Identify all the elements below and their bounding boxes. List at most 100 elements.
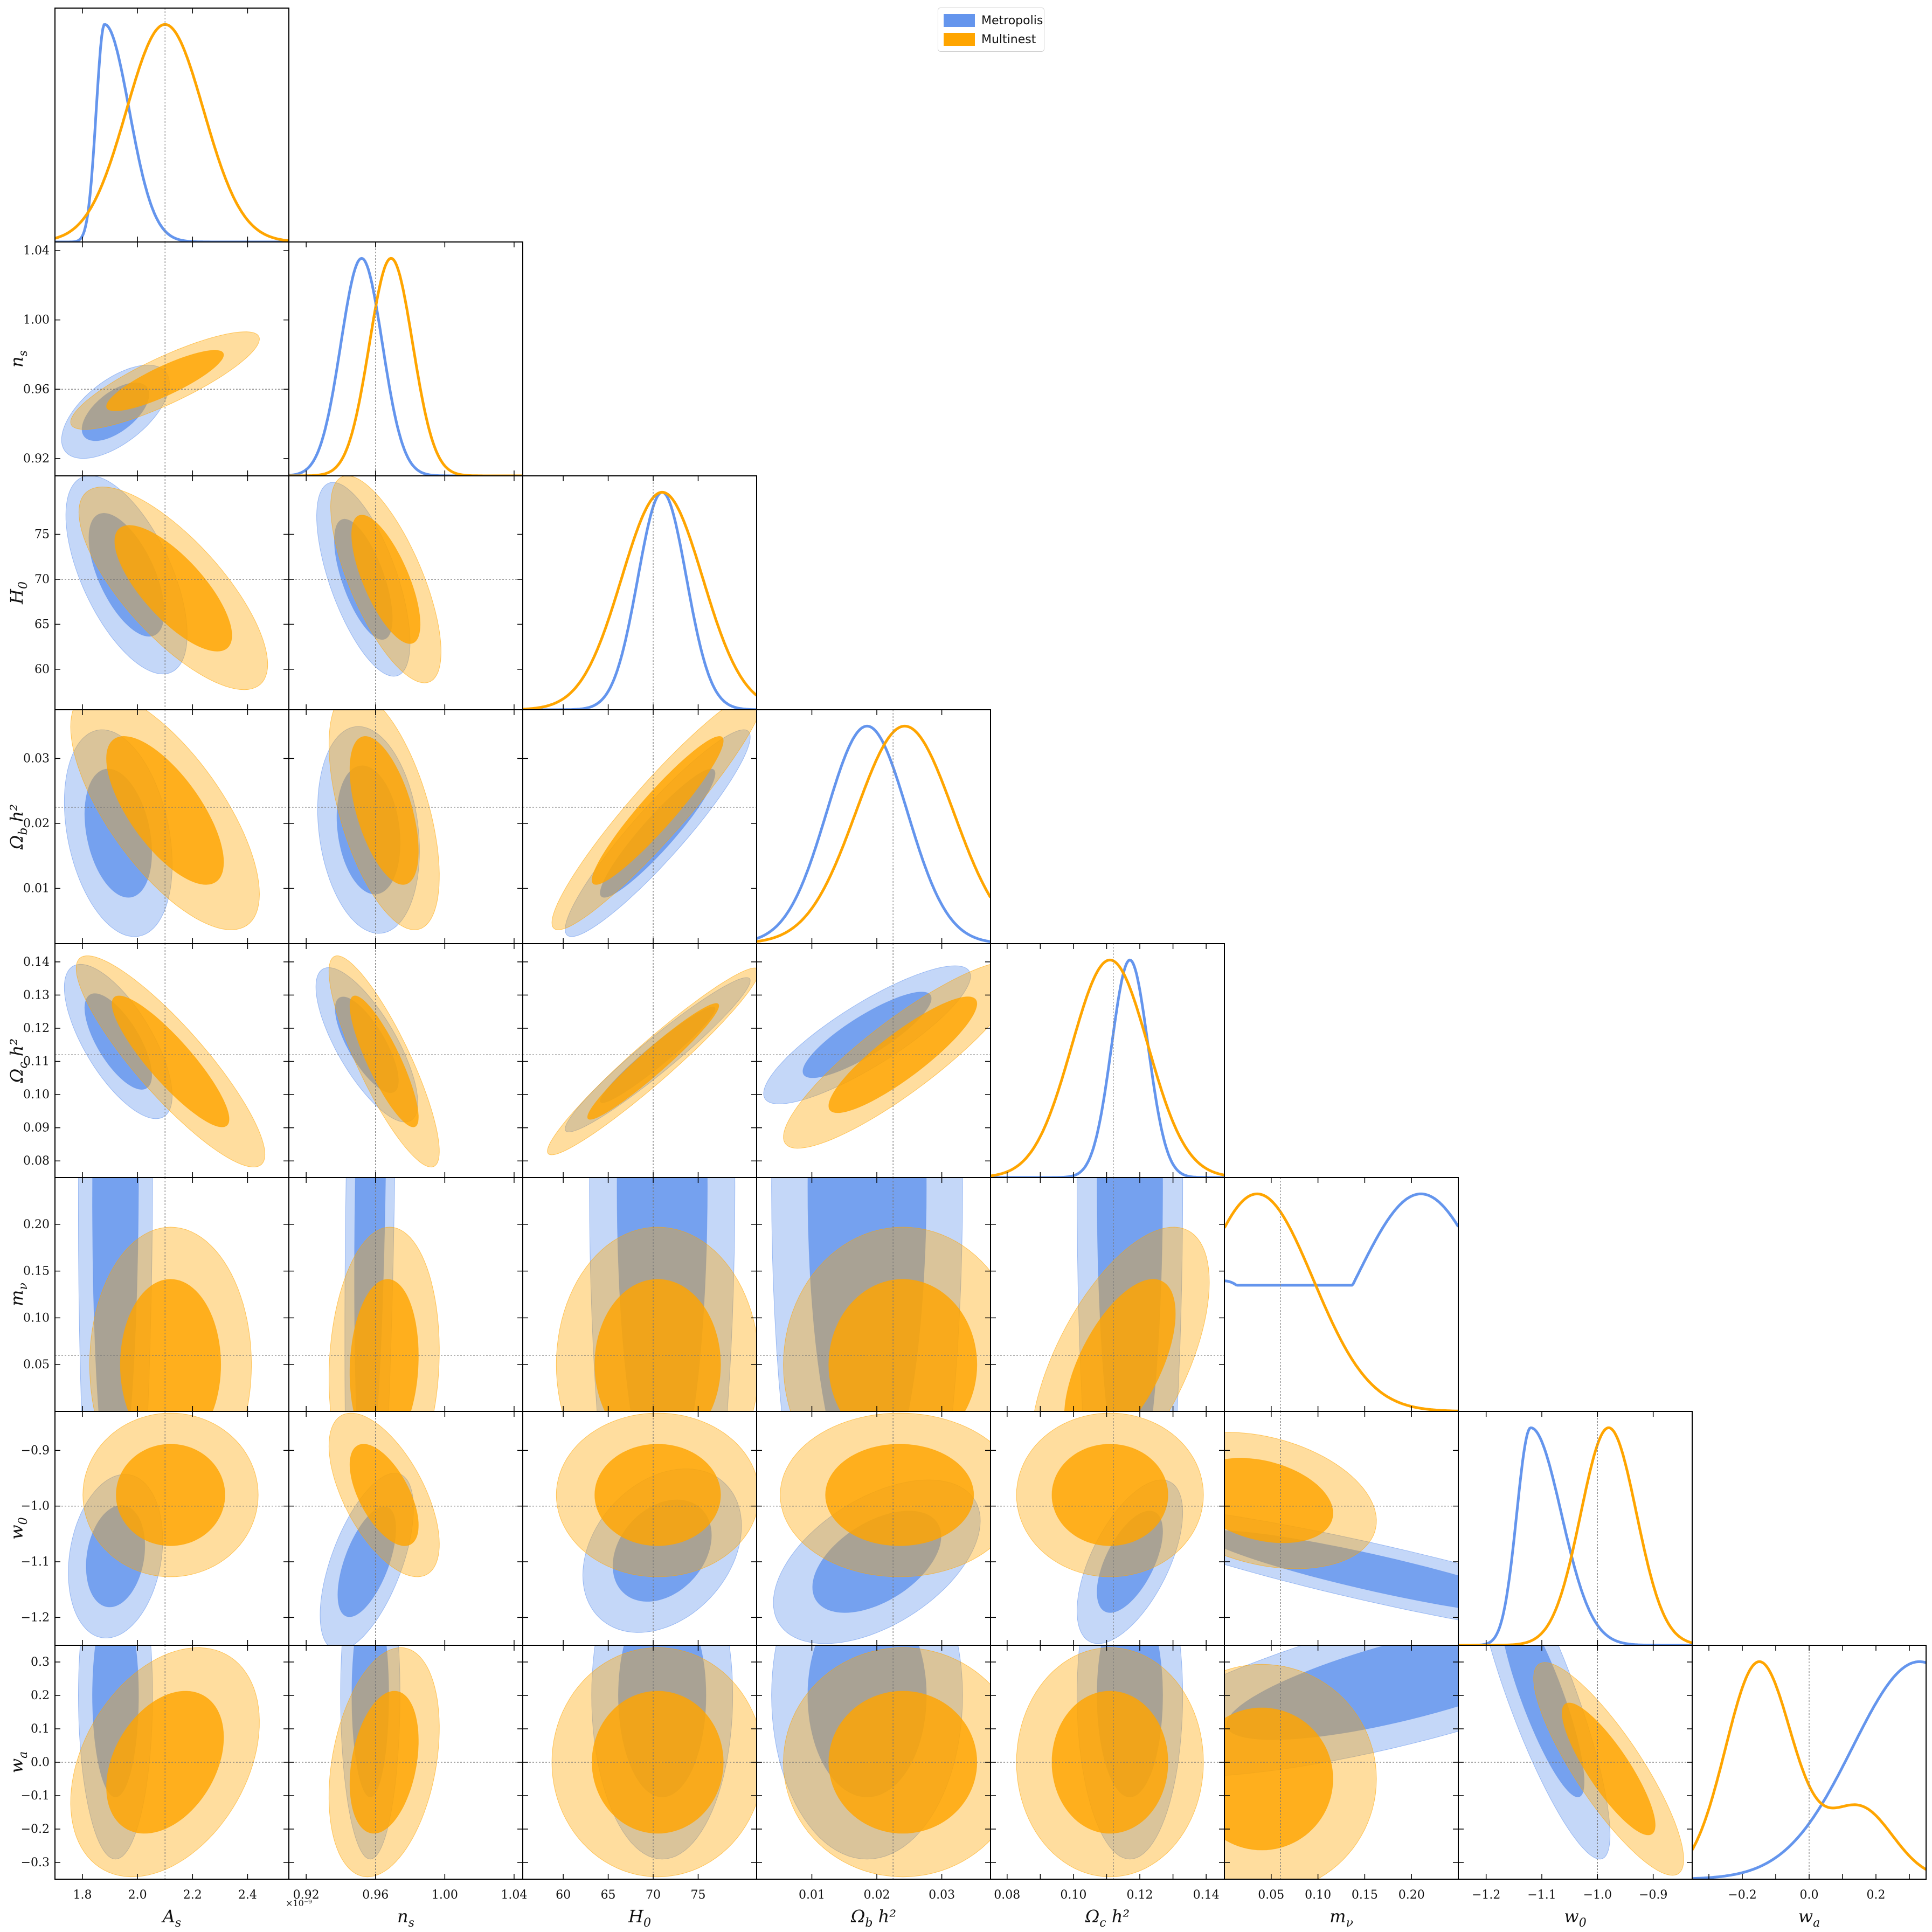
x-tick-label: 0.15	[1352, 1888, 1378, 1902]
sci-offset-label: ×10⁻⁹	[286, 1898, 312, 1908]
y-tick-label: 65	[34, 618, 50, 631]
x-tick-label: 2.0	[128, 1888, 147, 1902]
marginal-multinest-mnu	[1224, 1192, 1458, 1411]
contour-multinest-1sigma	[594, 1444, 721, 1546]
marginal-multinest-As	[55, 23, 289, 242]
panel-ombh2-omch2	[756, 943, 991, 1178]
x-axis-label-mnu: mν	[1329, 1906, 1353, 1930]
y-tick-label: 70	[34, 573, 50, 586]
legend-swatch-metropolis	[944, 14, 975, 27]
contour-multinest-1sigma	[1064, 1279, 1176, 1411]
legend-item-metropolis: Metropolis	[944, 12, 1043, 29]
panel-omch2-wa: 0.08 0.10 0.12 0.14	[990, 1645, 1225, 1902]
panel-background	[991, 944, 1224, 1178]
x-tick-label: 0.10	[1060, 1888, 1086, 1902]
panel-ombh2-wa: 0.01 0.02 0.03	[756, 1645, 991, 1902]
contour-multinest-1sigma	[349, 1444, 419, 1546]
contour-multinest-1sigma	[828, 1279, 978, 1411]
marginal-metropolis-As	[55, 23, 289, 242]
x-tick-label: 75	[691, 1888, 706, 1902]
x-axis-label-H0: H0	[628, 1906, 651, 1930]
panel-As-w0: −1.2 −1.1 −1.0 −0.9	[21, 1411, 289, 1646]
panel-wa-wa: −0.2 0.0 0.2	[1692, 1645, 1927, 1902]
y-axis-label-ombh2: Ωb h²	[6, 804, 30, 850]
panel-As-ombh2: 0.01 0.02 0.03	[23, 709, 289, 944]
y-tick-label: −1.0	[21, 1500, 50, 1513]
legend-label-metropolis: Metropolis	[981, 13, 1043, 27]
y-tick-label: 0.09	[23, 1121, 50, 1135]
contour-multinest-1sigma	[106, 350, 224, 411]
x-tick-label: 1.04	[501, 1888, 527, 1902]
panel-ombh2-mnu	[756, 1177, 991, 1412]
x-tick-label: 2.4	[238, 1888, 257, 1902]
legend: Metropolis Multinest	[938, 8, 1044, 52]
x-axis-label-wa: wa	[1798, 1906, 1820, 1930]
y-tick-label: 0.10	[23, 1311, 50, 1325]
x-tick-label: 0.10	[1305, 1888, 1331, 1902]
contour-multinest-1sigma	[592, 736, 724, 885]
contour-multinest-1sigma	[825, 1444, 974, 1546]
x-tick-label: −0.9	[1639, 1888, 1667, 1902]
y-tick-label: 0.01	[23, 882, 50, 896]
panel-background	[1458, 1411, 1692, 1645]
y-axis-label-omch2: Ωc h²	[6, 1038, 30, 1083]
panel-w0-w0	[1458, 1411, 1693, 1646]
x-tick-label: 0.2	[1867, 1888, 1886, 1902]
contour-multinest-1sigma	[116, 1444, 225, 1546]
panel-H0-wa: 60 65 70 75	[522, 1645, 757, 1902]
contour-multinest-1sigma	[1051, 1691, 1168, 1834]
y-tick-label: 1.04	[23, 244, 50, 258]
x-tick-label: 0.14	[1193, 1888, 1220, 1902]
y-tick-label: 0.11	[23, 1055, 50, 1069]
contour-multinest-1sigma	[1051, 1444, 1168, 1546]
contour-metropolis-1sigma	[1224, 1530, 1458, 1608]
x-tick-label: 65	[601, 1888, 616, 1902]
panel-background	[523, 476, 757, 710]
panel-background	[289, 944, 523, 1178]
panel-ombh2-ombh2	[756, 709, 991, 944]
contour-multinest-1sigma	[349, 995, 419, 1127]
panel-ns-omch2	[288, 943, 523, 1178]
y-tick-label: 1.00	[23, 314, 50, 327]
y-tick-label: 0.15	[23, 1265, 50, 1278]
y-tick-label: −0.2	[21, 1823, 50, 1836]
x-tick-label: 0.08	[994, 1888, 1020, 1902]
y-tick-label: 0.20	[23, 1218, 50, 1231]
y-tick-label: 0.2	[31, 1689, 50, 1702]
y-tick-label: 0.02	[23, 817, 50, 830]
legend-label-multinest: Multinest	[981, 32, 1036, 46]
x-tick-label: 0.12	[1127, 1888, 1153, 1902]
panel-ombh2-w0	[756, 1411, 991, 1646]
contour-multinest-1sigma	[592, 1691, 724, 1834]
panel-As-H0: 60 65 70 75	[34, 475, 289, 710]
x-axis-label-w0: w0	[1564, 1906, 1586, 1930]
x-tick-label: 0.92	[293, 1888, 320, 1902]
contour-multinest-1sigma	[114, 525, 232, 652]
panel-mnu-mnu	[1224, 1177, 1459, 1412]
contour-multinest-1sigma	[349, 736, 419, 885]
y-tick-label: −1.1	[21, 1555, 50, 1569]
panel-H0-ombh2	[522, 709, 757, 944]
x-tick-label: 2.2	[183, 1888, 202, 1902]
panel-H0-omch2	[522, 943, 757, 1178]
marginal-multinest-H0	[523, 490, 757, 710]
x-tick-label: 60	[556, 1888, 571, 1902]
y-tick-label: 0.13	[23, 988, 50, 1002]
marginal-metropolis-ombh2	[757, 724, 991, 943]
x-tick-label: −0.2	[1728, 1888, 1756, 1902]
y-tick-label: −0.9	[21, 1444, 50, 1457]
panel-omch2-omch2	[990, 943, 1225, 1178]
contour-multinest-1sigma	[112, 995, 230, 1127]
panel-background	[757, 710, 991, 944]
marginal-metropolis-ns	[289, 257, 523, 476]
y-axis-label-wa: wa	[6, 1751, 30, 1774]
panel-omch2-w0	[990, 1411, 1225, 1646]
x-tick-label: 70	[646, 1888, 661, 1902]
panel-As-As	[54, 8, 289, 243]
panel-ns-w0	[288, 1411, 523, 1646]
y-axis-label-w0: w0	[6, 1517, 30, 1539]
panel-omch2-mnu	[990, 1177, 1225, 1412]
x-axis-label-ns: ns	[397, 1906, 414, 1930]
legend-swatch-multinest	[944, 33, 975, 46]
x-tick-label: 0.20	[1398, 1888, 1425, 1902]
